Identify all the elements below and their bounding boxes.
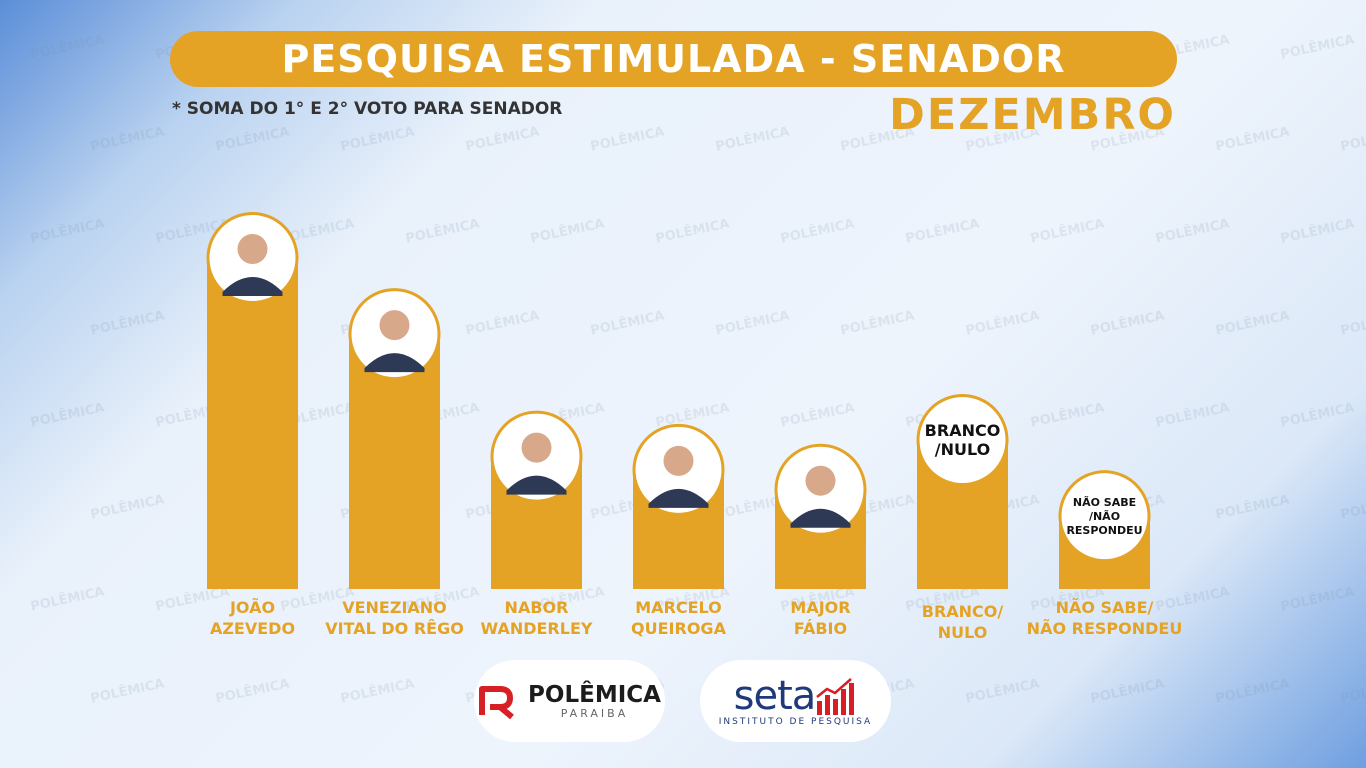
title-bar: PESQUISA ESTIMULADA - SENADOR: [170, 31, 1177, 87]
category-label-line: NÃO SABE/: [1055, 598, 1154, 617]
category-label-line: NÃO RESPONDEU: [1026, 619, 1183, 638]
bar-circle-label: /NÃO: [1089, 510, 1120, 523]
category-label-line: NULO: [937, 623, 988, 642]
avatar-body: [648, 488, 709, 508]
bar-circle-label: RESPONDEU: [1066, 524, 1142, 537]
bar: [207, 258, 298, 589]
polemica-logo-icon: [479, 686, 514, 720]
category-label-line: VITAL DO RÊGO: [325, 619, 464, 638]
category-label-line: FÁBIO: [793, 619, 848, 638]
avatar-body: [364, 353, 425, 373]
avatar-head: [805, 465, 836, 496]
category-label-line: MARCELO: [635, 598, 722, 617]
avatar-body: [222, 277, 283, 296]
avatar-head: [379, 310, 410, 341]
category-label-line: QUEIROGA: [631, 619, 726, 638]
avatar-body: [790, 508, 851, 528]
category-label-line: WANDERLEY: [480, 619, 593, 638]
category-label: MAJOR FÁBIO: [741, 597, 901, 639]
bar-circle-label: NÃO SABE: [1073, 496, 1136, 509]
avatar-head: [663, 445, 694, 476]
rising-chart-icon: [816, 678, 855, 715]
seta-sub: INSTITUTO DE PESQUISA: [718, 717, 873, 727]
avatar-head: [237, 234, 268, 264]
bar-circle: [919, 397, 1006, 484]
category-label: BRANCO/NULO: [883, 601, 1043, 643]
category-label: JOÃO AZEVEDO: [173, 597, 333, 639]
avatar-body: [506, 475, 567, 495]
category-label-line: MAJOR: [790, 598, 851, 617]
polemica-name: POLÊMICA: [528, 681, 661, 708]
category-label: VENEZIANO VITAL DO RÊGO: [315, 597, 475, 639]
bar-circle-label: BRANCO: [925, 421, 1001, 440]
category-label: NÃO SABE/NÃO RESPONDEU: [1025, 597, 1185, 639]
polemica-logo: POLÊMICA PARAIBA: [474, 660, 665, 742]
month-label: DEZEMBRO: [889, 90, 1176, 140]
footnote: * SOMA DO 1° E 2° VOTO PARA SENADOR: [172, 99, 563, 119]
seta-name: seta: [733, 673, 817, 719]
category-label-line: AZEVEDO: [209, 619, 296, 638]
category-label-line: NABOR: [504, 598, 569, 617]
category-label: NABOR WANDERLEY: [457, 597, 617, 639]
category-label-line: JOÃO: [229, 598, 276, 617]
seta-logo: seta INSTITUTO DE PESQUISA: [700, 660, 891, 742]
avatar-head: [521, 432, 552, 463]
polemica-sub: PARAIBA: [560, 706, 629, 720]
category-label: MARCELO QUEIROGA: [599, 597, 759, 639]
category-label-line: BRANCO/: [921, 602, 1004, 621]
bar-circle: [1061, 473, 1148, 560]
category-label-line: VENEZIANO: [342, 598, 447, 617]
page-title: PESQUISA ESTIMULADA - SENADOR: [281, 37, 1066, 81]
bar-circle-label: /NULO: [935, 440, 990, 459]
